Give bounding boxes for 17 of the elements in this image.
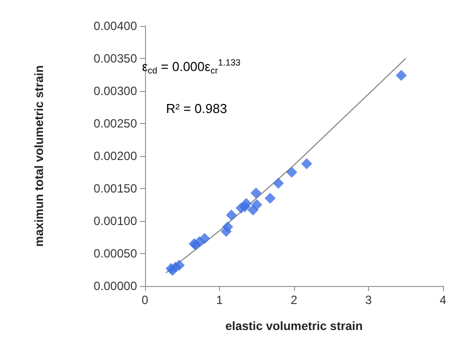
x-tick-label: 0	[142, 293, 149, 307]
x-tick-label: 3	[365, 293, 372, 307]
x-tick-label: 1	[216, 293, 224, 307]
y-tick-label: 0.00300	[94, 84, 138, 98]
x-tick-label: 4	[440, 293, 447, 307]
annotation: R² = 0.983	[166, 101, 228, 116]
y-tick-label: 0.00250	[94, 116, 138, 130]
y-tick-label: 0.00350	[94, 52, 138, 66]
y-tick-label: 0.00400	[94, 19, 138, 33]
y-tick-label: 0.00200	[94, 149, 138, 163]
x-tick-label: 2	[290, 293, 298, 307]
y-axis-title: maximun total volumetric strain	[32, 65, 46, 247]
y-tick-label: 0.00100	[94, 214, 138, 228]
x-axis-title: elastic volumetric strain	[225, 319, 363, 333]
y-tick-label: 0.00050	[94, 246, 138, 260]
y-tick-label: 0.00000	[94, 279, 138, 293]
y-tick-label: 0.00150	[94, 182, 138, 196]
